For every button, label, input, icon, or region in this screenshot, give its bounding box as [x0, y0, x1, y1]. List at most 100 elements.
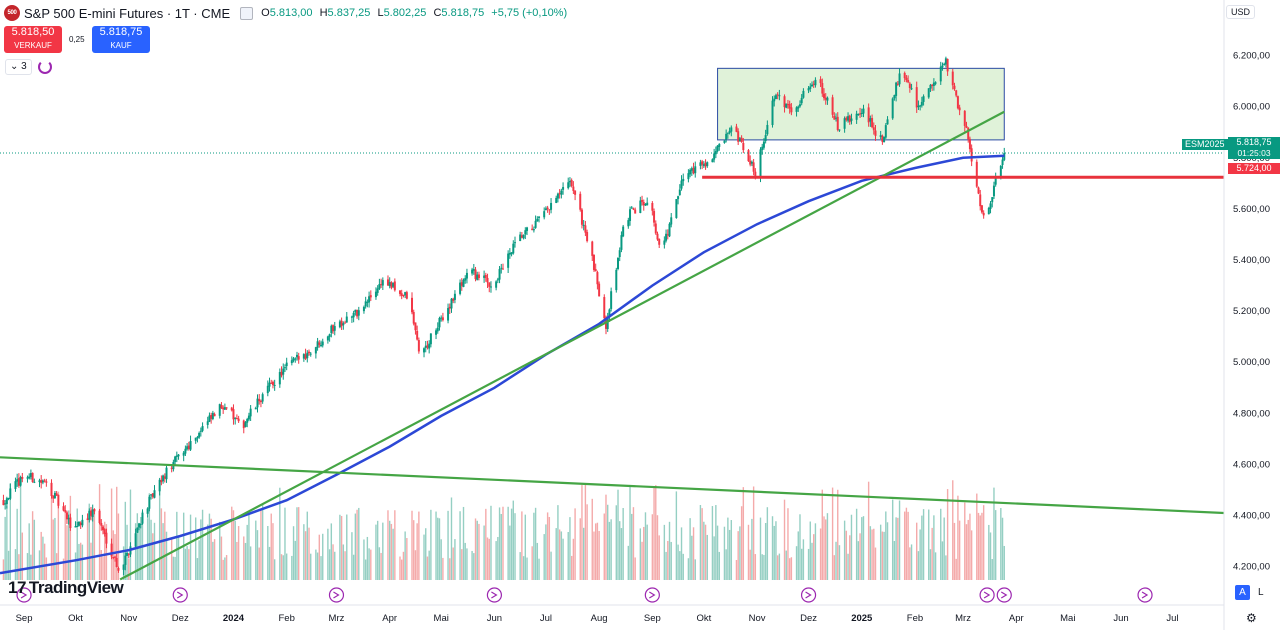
volume-bar	[560, 531, 563, 580]
candle-body	[970, 148, 973, 162]
volume-bar	[411, 510, 413, 580]
volume-bar	[104, 521, 106, 580]
candle-body	[321, 341, 324, 346]
volume-bar	[546, 512, 549, 580]
indicators-toggle[interactable]: ⌄ 3	[5, 59, 52, 75]
candle-body	[86, 518, 89, 520]
candle-body	[807, 88, 810, 91]
candle-body	[411, 297, 414, 313]
candle-body	[934, 82, 937, 84]
log-scale-button[interactable]: L	[1258, 587, 1264, 598]
tradingview-mark-icon: 17	[8, 578, 26, 597]
candle-body	[788, 103, 791, 109]
y-tick-label: 5.200,00	[1233, 306, 1270, 317]
candle-body	[752, 162, 755, 172]
candle-body	[134, 533, 137, 547]
candle-body	[819, 79, 822, 84]
y-tick-label: 5.600,00	[1233, 204, 1270, 215]
auto-scale-button[interactable]: A	[1235, 585, 1250, 600]
volume-bar	[267, 526, 269, 580]
candle-body	[225, 407, 228, 409]
candle-body	[992, 185, 995, 197]
gear-icon[interactable]: ⚙	[1246, 611, 1257, 625]
candle-body	[725, 133, 728, 140]
candle-body	[438, 318, 441, 328]
candle-body	[213, 413, 216, 417]
candle-body	[194, 437, 197, 441]
x-tick-label: 2025	[851, 613, 873, 624]
symbol-title[interactable]: S&P 500 E-mini Futures · 1T · CME	[24, 5, 231, 21]
volume-bar	[538, 558, 540, 580]
candle-body	[364, 301, 367, 307]
volume-bar	[617, 489, 619, 580]
volume-bar	[751, 518, 753, 580]
volume-bar	[6, 505, 8, 580]
candle-body	[847, 116, 850, 121]
volume-bar	[940, 508, 942, 580]
candle-body	[89, 510, 92, 516]
volume-bar	[593, 531, 595, 580]
volume-bar	[799, 514, 801, 580]
candle-body	[266, 385, 269, 394]
candle-body	[342, 323, 345, 326]
volume-bar	[90, 542, 92, 580]
candle-body	[16, 479, 19, 482]
volume-bar	[800, 548, 803, 580]
candle-body	[737, 131, 740, 142]
candle-body	[507, 253, 510, 268]
candle-body	[519, 234, 522, 242]
volume-bar	[213, 539, 216, 580]
candle-body	[713, 153, 716, 160]
refresh-icon[interactable]	[37, 60, 52, 74]
candle-body	[716, 145, 719, 152]
volume-bar	[318, 534, 321, 580]
volume-bar	[574, 508, 576, 580]
x-tick-label: Jun	[1113, 613, 1128, 624]
candle-body	[857, 113, 860, 115]
candle-body	[500, 267, 503, 269]
volume-bar	[98, 484, 101, 580]
volume-bar	[188, 549, 190, 580]
candle-body	[550, 202, 553, 210]
currency-selector[interactable]: USD	[1226, 5, 1256, 19]
sell-button[interactable]: 5.818,50 VERKAUF	[4, 26, 62, 53]
volume-bar	[916, 522, 918, 580]
candle-body	[332, 325, 335, 332]
candle-body	[810, 84, 813, 87]
candle-body	[57, 494, 60, 506]
volume-bar	[370, 549, 372, 580]
hide-icon[interactable]	[240, 6, 254, 20]
volume-bar	[122, 546, 125, 580]
volume-bar	[50, 497, 53, 580]
candle-body	[26, 477, 29, 479]
low-value: 5.802,25	[383, 7, 427, 19]
volume-bar	[569, 517, 571, 580]
candle-body	[50, 482, 53, 497]
event-arrow-icon	[20, 591, 28, 599]
volume-bar	[291, 555, 293, 580]
candle-body	[501, 268, 504, 270]
volume-bar	[711, 506, 714, 580]
volume-bar	[495, 541, 497, 580]
buy-button[interactable]: 5.818,75 KAUF	[92, 26, 150, 53]
candle-body	[417, 340, 420, 352]
volume-bar	[670, 541, 672, 580]
volume-bar	[658, 535, 660, 580]
volume-bar	[4, 516, 6, 580]
volume-bar	[45, 557, 48, 580]
x-tick-label: Jul	[540, 613, 552, 624]
candle-body	[447, 308, 450, 321]
indicator-count[interactable]: ⌄ 3	[5, 59, 32, 75]
candle-body	[453, 293, 456, 300]
volume-bar	[207, 524, 209, 580]
candle-body	[629, 209, 632, 221]
candle-body	[162, 475, 165, 482]
volume-bar	[522, 556, 525, 580]
volume-bar	[766, 507, 769, 580]
volume-bar	[969, 513, 971, 580]
volume-bar	[701, 508, 703, 580]
volume-bar	[1000, 508, 1002, 580]
candle-body	[546, 207, 549, 210]
volume-bar	[958, 520, 961, 580]
